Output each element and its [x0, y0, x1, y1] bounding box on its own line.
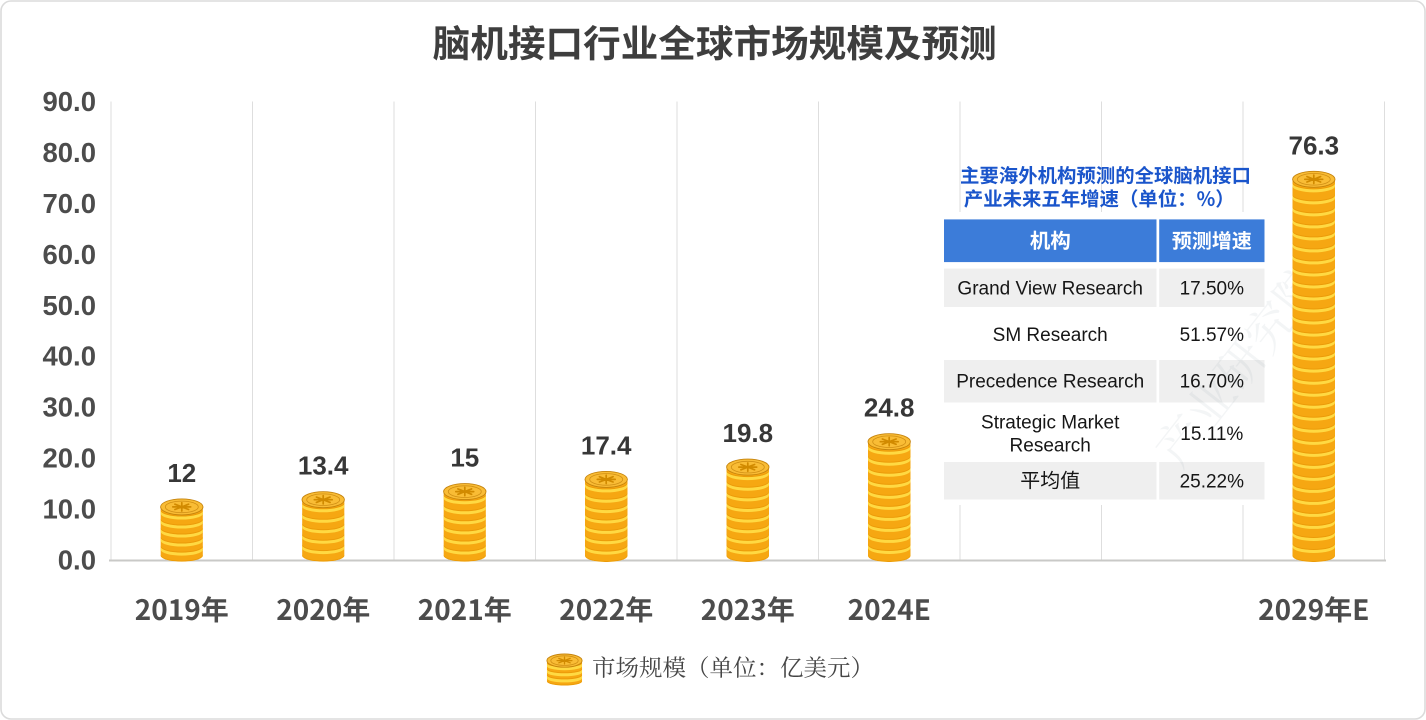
svg-text:50.0: 50.0 — [42, 290, 96, 321]
svg-text:30.0: 30.0 — [42, 392, 96, 423]
svg-text:15.11%: 15.11% — [1180, 424, 1243, 445]
svg-text:51.57%: 51.57% — [1180, 325, 1245, 346]
svg-text:Precedence Research: Precedence Research — [956, 372, 1144, 393]
svg-text:40.0: 40.0 — [42, 341, 96, 372]
svg-text:Research: Research — [1010, 436, 1091, 457]
svg-text:10.0: 10.0 — [42, 494, 96, 525]
svg-text:20.0: 20.0 — [42, 443, 96, 474]
svg-text:24.8: 24.8 — [864, 393, 915, 423]
svg-text:16.70%: 16.70% — [1180, 372, 1245, 393]
svg-text:15: 15 — [450, 443, 479, 473]
svg-text:12: 12 — [167, 458, 196, 488]
svg-text:0.0: 0.0 — [58, 545, 96, 576]
svg-text:17.4: 17.4 — [581, 430, 632, 460]
svg-text:60.0: 60.0 — [42, 239, 96, 270]
svg-text:76.3: 76.3 — [1288, 130, 1339, 160]
svg-text:80.0: 80.0 — [42, 137, 96, 168]
svg-text:19.8: 19.8 — [722, 418, 773, 448]
svg-text:SM Research: SM Research — [993, 325, 1108, 346]
svg-text:13.4: 13.4 — [298, 451, 349, 481]
svg-text:Strategic Market: Strategic Market — [981, 413, 1120, 434]
svg-text:90.0: 90.0 — [42, 86, 96, 117]
svg-text:70.0: 70.0 — [42, 188, 96, 219]
svg-text:Grand View Research: Grand View Research — [957, 279, 1143, 300]
svg-text:17.50%: 17.50% — [1180, 279, 1245, 300]
svg-text:25.22%: 25.22% — [1180, 472, 1245, 493]
